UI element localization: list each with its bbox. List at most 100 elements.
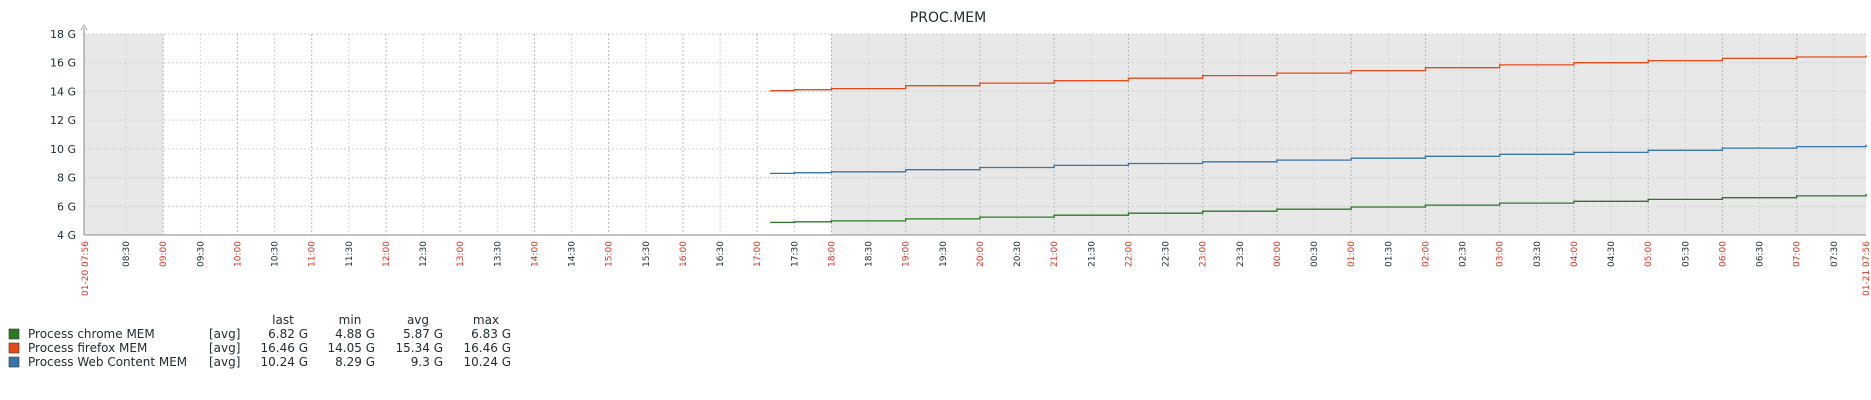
data-point <box>1573 151 1575 154</box>
legend-swatch <box>8 356 20 368</box>
x-tick-label: 07:30 <box>1830 241 1840 267</box>
data-point <box>979 82 981 84</box>
data-point <box>1350 206 1352 208</box>
x-tick-label: 20:30 <box>1013 241 1023 267</box>
data-point <box>1276 208 1278 210</box>
x-tick-label: 00:00 <box>1273 241 1283 267</box>
data-point <box>1350 69 1352 72</box>
x-tick-label: 22:00 <box>1124 241 1134 267</box>
x-end-label: 01-21 07:56 <box>1862 241 1871 296</box>
x-tick-label: 04:30 <box>1607 241 1617 267</box>
legend-max-value: 10.24 G <box>464 355 511 369</box>
x-tick-label: 14:00 <box>530 241 540 267</box>
data-point <box>1573 61 1575 64</box>
x-tick-label: 18:00 <box>827 241 837 267</box>
legend-last-value: 16.46 G <box>261 341 308 355</box>
x-axis-ticks: 08:30 09:00 09:30 10:00 10:30 11:00 11:30 12:00… <box>81 241 1871 296</box>
data-point <box>1647 149 1649 152</box>
data-point <box>1053 214 1055 216</box>
legend-last-value: 10.24 G <box>261 355 308 369</box>
data-point <box>770 89 772 92</box>
data-point <box>1795 195 1798 197</box>
series-lines <box>770 55 1867 224</box>
x-tick-label: 09:30 <box>196 241 206 267</box>
data-point <box>979 216 981 218</box>
legend-header: min <box>339 313 362 327</box>
x-tick-label: 02:00 <box>1421 241 1431 267</box>
data-point <box>1721 57 1724 60</box>
x-tick-label: 15:30 <box>642 241 652 267</box>
data-point <box>1795 56 1798 58</box>
data-point <box>1201 160 1204 163</box>
x-tick-label: 17:30 <box>790 241 800 267</box>
data-point <box>1424 155 1427 158</box>
x-tick-label: 22:30 <box>1162 241 1172 267</box>
data-point <box>1276 159 1278 161</box>
y-tick-label: 6 G <box>57 200 76 213</box>
x-tick-label: 16:30 <box>716 241 726 267</box>
data-point <box>830 87 833 90</box>
x-tick-label: 08:30 <box>122 241 132 267</box>
legend-series-name: Process Web Content MEM <box>28 355 187 369</box>
legend-min-value: 8.29 G <box>335 355 375 369</box>
legend-avg-value: 15.34 G <box>396 341 443 355</box>
legend: last min avg max Process chrome MEM [avg] 6.82… <box>8 313 511 369</box>
x-tick-label: 13:00 <box>456 241 466 267</box>
y-tick-label: 4 G <box>57 229 76 242</box>
x-tick-label: 19:00 <box>902 241 912 267</box>
data-point <box>1647 59 1649 62</box>
data-point <box>1795 145 1798 148</box>
data-point <box>1865 144 1867 147</box>
x-tick-label: 02:30 <box>1459 241 1469 267</box>
axes <box>80 24 1866 236</box>
data-point <box>770 172 772 175</box>
x-tick-label: 06:30 <box>1756 241 1766 267</box>
x-tick-label: 23:00 <box>1199 241 1209 267</box>
legend-swatch <box>8 342 20 354</box>
x-tick-label: 11:00 <box>308 241 318 267</box>
y-tick-label: 16 G <box>50 57 76 70</box>
data-point <box>1053 79 1055 82</box>
legend-max-value: 6.83 G <box>471 327 511 341</box>
legend-header: last <box>272 313 294 327</box>
x-tick-label: 19:30 <box>939 241 949 267</box>
data-point <box>1350 157 1352 159</box>
x-tick-label: 18:30 <box>865 241 875 267</box>
x-start-label: 01-20 07:56 <box>81 241 91 296</box>
shaded-period <box>831 34 1867 235</box>
data-point <box>1127 77 1130 80</box>
x-tick-label: 04:00 <box>1570 241 1580 267</box>
data-point <box>1721 196 1724 199</box>
x-tick-label: 07:00 <box>1793 241 1803 267</box>
legend-last-value: 6.82 G <box>268 327 308 341</box>
data-point <box>830 171 833 173</box>
x-tick-label: 15:00 <box>605 241 615 267</box>
x-tick-label: 00:30 <box>1310 241 1320 267</box>
data-point <box>1201 74 1204 77</box>
data-point <box>1127 212 1130 214</box>
data-point <box>1424 66 1427 69</box>
data-point <box>1276 72 1278 74</box>
legend-avg-value: 5.87 G <box>403 327 443 341</box>
data-point <box>904 218 907 220</box>
legend-swatch <box>8 328 20 340</box>
data-point <box>1053 164 1055 167</box>
x-tick-label: 11:30 <box>345 241 355 267</box>
x-tick-label: 05:30 <box>1681 241 1691 267</box>
legend-agg: [avg] <box>209 355 240 369</box>
data-point <box>1498 64 1501 66</box>
plot-background <box>84 34 1867 235</box>
shaded-period <box>84 34 164 235</box>
y-axis-ticks: 4 G 6 G 8 G 10 G 12 G 14 G 16 G 18 G <box>50 28 76 242</box>
legend-max-value: 16.46 G <box>464 341 511 355</box>
x-tick-label: 03:30 <box>1533 241 1543 267</box>
grid <box>84 33 1866 235</box>
x-tick-label: 12:30 <box>419 241 429 267</box>
y-tick-label: 18 G <box>50 28 76 41</box>
data-point <box>1721 147 1724 149</box>
data-point <box>1865 193 1867 196</box>
x-tick-label: 21:30 <box>1087 241 1097 267</box>
data-point <box>904 84 907 87</box>
data-point <box>1573 200 1575 203</box>
